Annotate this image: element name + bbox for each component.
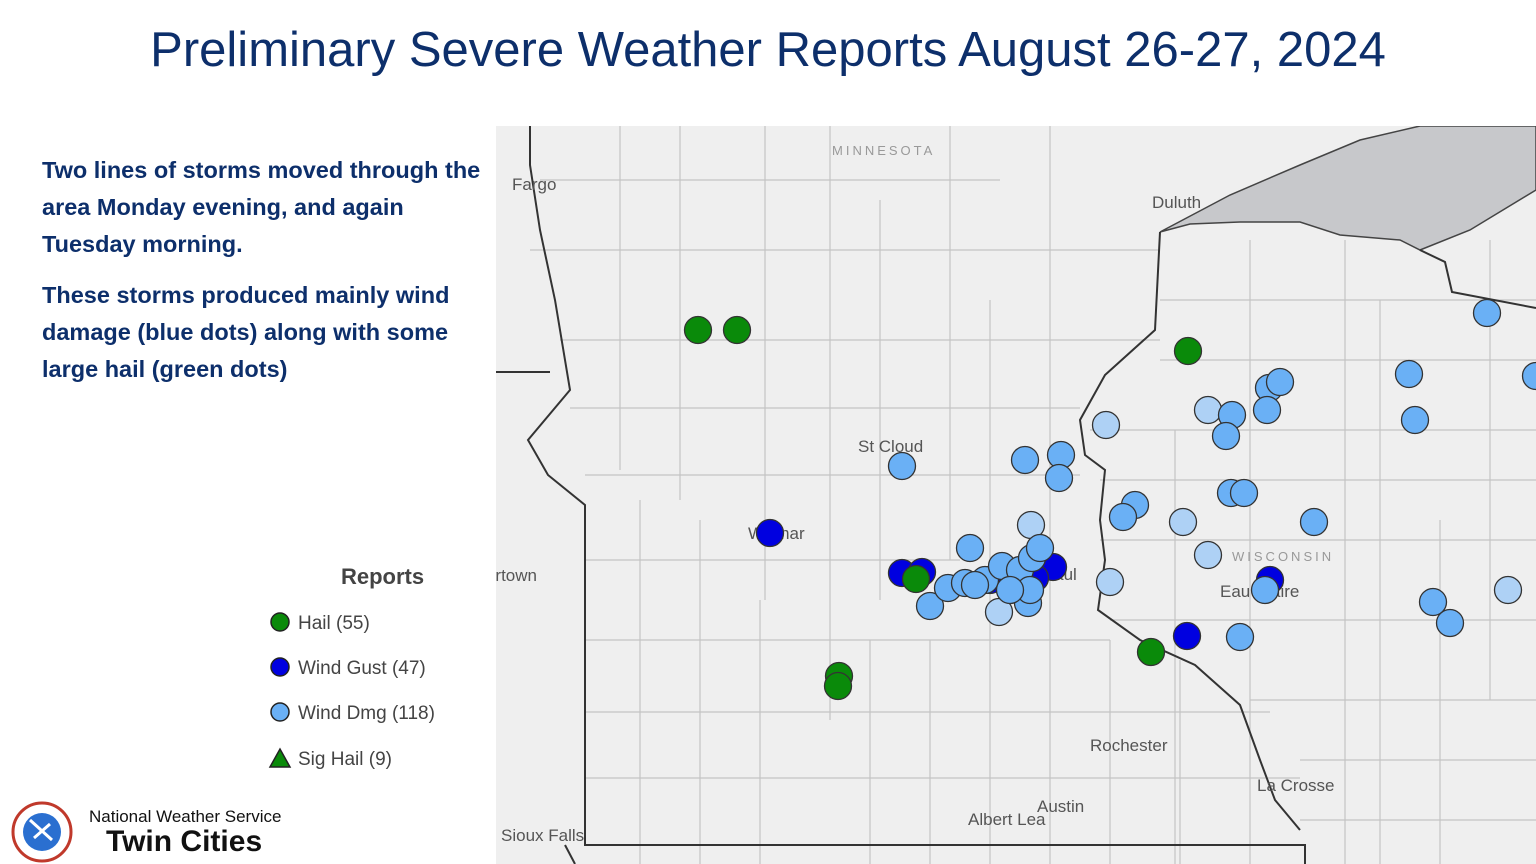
report-dot	[1136, 637, 1166, 667]
map-label: Rochester	[1090, 736, 1168, 755]
legend-symbol	[268, 747, 292, 768]
map-label: Sioux Falls	[501, 826, 584, 845]
report-dot	[1193, 540, 1223, 570]
report-dot	[823, 671, 853, 701]
map-label: La Crosse	[1257, 776, 1334, 795]
report-dot	[1172, 621, 1202, 651]
map: MINNESOTA WISCONSIN Fargo Duluth St Clou…	[456, 126, 1536, 864]
legend-symbol	[270, 702, 290, 722]
legend-symbol	[270, 657, 290, 677]
agency-name: National Weather Service	[89, 807, 281, 826]
map-label: St Cloud	[858, 437, 923, 456]
legend-item: Hail (55)	[298, 613, 370, 634]
map-label: WISCONSIN	[1232, 549, 1334, 564]
report-dot	[1252, 395, 1282, 425]
state-borders	[496, 126, 1536, 864]
paragraph: Two lines of storms moved through the ar…	[42, 157, 481, 257]
map-label: Fargo	[512, 175, 556, 194]
legend-item: Sig Hail (9)	[298, 749, 392, 770]
report-dot	[1394, 359, 1424, 389]
report-dot	[1108, 502, 1138, 532]
map-background	[496, 126, 1536, 864]
report-dot	[1493, 575, 1523, 605]
report-dot	[1265, 367, 1295, 397]
report-dot	[1229, 478, 1259, 508]
description: Two lines of storms moved through the ar…	[42, 152, 487, 402]
report-dot	[1025, 533, 1055, 563]
report-dot	[1095, 567, 1125, 597]
report-dot	[1472, 298, 1502, 328]
report-dot	[1418, 587, 1448, 617]
legend-symbol	[270, 612, 290, 632]
report-dot	[887, 451, 917, 481]
report-dot	[1250, 575, 1280, 605]
report-dot	[955, 533, 985, 563]
lake-superior	[1159, 126, 1536, 251]
map-label: Watertown	[456, 566, 537, 585]
map-label: MINNESOTA	[832, 143, 935, 158]
legend-item: Wind Dmg (118)	[298, 703, 435, 724]
report-dot	[1173, 336, 1203, 366]
report-dot	[683, 315, 713, 345]
map-label: Duluth	[1152, 193, 1201, 212]
report-dot	[1193, 395, 1223, 425]
report-dot	[1211, 421, 1241, 451]
legend-title: Reports	[341, 564, 424, 589]
report-dot	[1521, 361, 1536, 391]
map-label: Albert Lea	[968, 810, 1046, 829]
nws-logo	[11, 801, 73, 863]
logo-mark	[28, 818, 54, 842]
report-dot	[1168, 507, 1198, 537]
legend-item: Wind Gust (47)	[298, 658, 426, 679]
report-dot	[1091, 410, 1121, 440]
report-dot	[1225, 622, 1255, 652]
map-label: Austin	[1037, 797, 1084, 816]
report-dot	[995, 575, 1025, 605]
report-dot	[901, 564, 931, 594]
report-dot	[1299, 507, 1329, 537]
report-dot	[1400, 405, 1430, 435]
legend: Reports Hail (55) Wind Gust (47) Wind Dm…	[268, 564, 435, 770]
office-name: Twin Cities	[106, 825, 262, 858]
report-dot	[722, 315, 752, 345]
report-dots	[683, 298, 1536, 701]
report-dot	[1435, 608, 1465, 638]
slide-title: Preliminary Severe Weather Reports Augus…	[150, 23, 1386, 77]
paragraph: These storms produced mainly wind damage…	[42, 282, 450, 382]
report-dot	[915, 591, 945, 621]
report-dot	[960, 570, 990, 600]
report-dot	[755, 518, 785, 548]
report-dot	[1044, 463, 1074, 493]
report-dot	[1010, 445, 1040, 475]
